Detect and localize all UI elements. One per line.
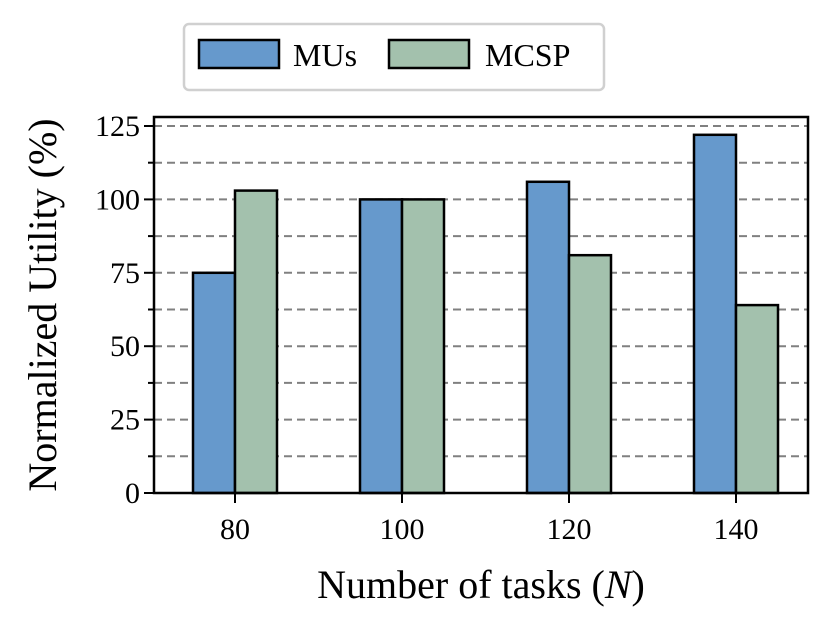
bars	[191, 133, 780, 495]
bar-mus-100	[358, 198, 404, 495]
y-axis-label: Normalized Utility (%)	[20, 118, 65, 491]
x-tick-label: 140	[714, 513, 759, 546]
y-tick-label: 0	[125, 477, 140, 510]
legend-swatch-mcsp	[387, 38, 471, 70]
bar-mus-120	[525, 180, 571, 495]
x-tick-label: 80	[220, 513, 250, 546]
x-tick-label: 120	[547, 513, 592, 546]
plot-frame	[152, 115, 810, 495]
bar-mus-80	[191, 271, 237, 495]
y-tick-label: 100	[95, 183, 140, 216]
bar-mcsp-80	[233, 189, 279, 495]
bar-mcsp-120	[567, 253, 613, 495]
bar-mus-140	[692, 133, 738, 495]
bar-mcsp-140	[734, 303, 780, 495]
legend-label-mcsp: MCSP	[485, 37, 570, 73]
bar-mcsp-100	[400, 198, 446, 495]
x-tick-label: 100	[380, 513, 425, 546]
y-tick-label: 75	[110, 257, 140, 290]
legend-swatch-mus	[197, 38, 281, 70]
y-tick-label: 50	[110, 330, 140, 363]
y-tick-label: 25	[110, 404, 140, 437]
y-tick-label: 125	[95, 110, 140, 143]
x-axis-label: Number of tasks (N)	[317, 562, 645, 607]
legend: MUs MCSP	[182, 22, 606, 92]
y-axis: 0 25 50 75 100 125	[95, 110, 154, 510]
legend-label-mus: MUs	[293, 37, 357, 73]
x-axis: 80 100 120 140	[220, 493, 759, 546]
